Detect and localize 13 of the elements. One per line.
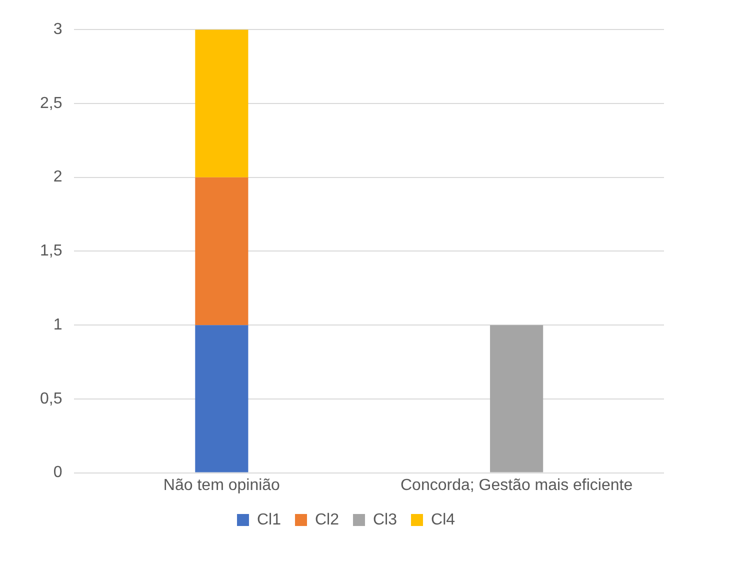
x-tick-label: Não tem opinião	[163, 476, 280, 494]
y-tick-label: 3	[53, 21, 62, 38]
y-tick-label: 1,5	[40, 242, 62, 260]
legend-label: Cl2	[314, 511, 340, 528]
y-tick-label: 2	[53, 168, 62, 186]
legend-label: Cl3	[373, 511, 398, 528]
y-tick-label: 1	[53, 316, 62, 334]
legend-label: Cl4	[431, 511, 456, 528]
y-tick-label: 2,5	[40, 94, 62, 112]
y-tick-label: 0	[53, 464, 62, 482]
legend-label: Cl1	[256, 511, 282, 528]
x-tick-label: Concorda; Gestão mais eficiente	[400, 476, 633, 494]
y-tick-label: 0,5	[40, 390, 62, 408]
